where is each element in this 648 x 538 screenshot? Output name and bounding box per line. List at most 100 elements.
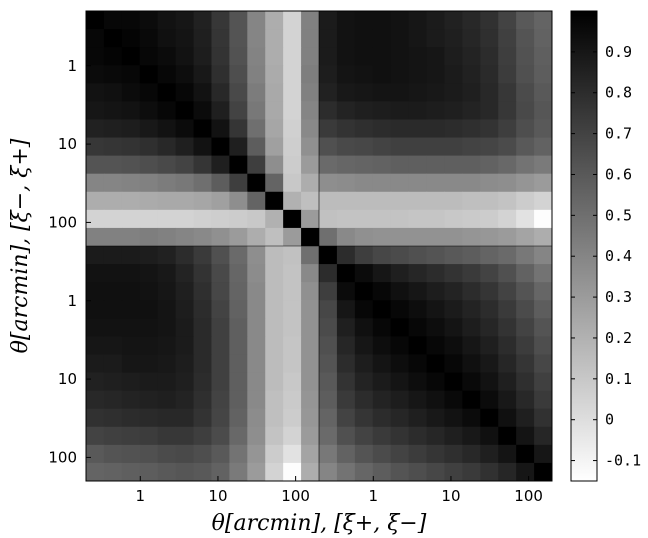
heatmap-cell [193, 444, 212, 464]
heatmap-cell [408, 426, 428, 446]
heatmap-cell [121, 101, 141, 120]
heatmap-cell [516, 11, 535, 30]
heatmap-cell [193, 11, 212, 30]
heatmap-cell [354, 426, 374, 446]
heatmap-cell [283, 83, 302, 102]
heatmap-cell [121, 47, 141, 66]
heatmap-cell [516, 264, 535, 283]
heatmap-cell [175, 47, 195, 66]
heatmap-cell [319, 264, 338, 283]
heatmap-cell [121, 444, 141, 464]
heatmap-cell [301, 264, 320, 283]
heatmap-cell [283, 390, 302, 410]
heatmap-cell [157, 300, 177, 319]
x-tick-labels: 1 10 100 1 10 100 [136, 476, 543, 505]
heatmap-cell [86, 29, 105, 48]
heatmap-cell [462, 191, 481, 211]
heatmap-cell [372, 444, 392, 464]
heatmap-cell [498, 318, 517, 337]
heatmap-cell [175, 282, 195, 301]
heatmap-cell [426, 65, 445, 84]
heatmap-cell [139, 155, 159, 175]
heatmap-cell [283, 137, 302, 157]
heatmap-cell [211, 11, 230, 30]
heatmap-cell [336, 426, 356, 446]
heatmap-cell [121, 264, 141, 283]
heatmap-cell [175, 390, 195, 410]
heatmap-cell [121, 83, 141, 102]
heatmap-cell [86, 300, 105, 319]
heatmap-cell [516, 29, 535, 48]
heatmap-cell [408, 65, 428, 84]
heatmap-cell [534, 173, 553, 193]
heatmap-cell [265, 137, 284, 157]
heatmap-cell [265, 444, 284, 464]
heatmap-cell [354, 318, 374, 337]
heatmap-cell [103, 11, 123, 30]
heatmap-cell [444, 300, 463, 319]
heatmap-cell [534, 462, 553, 482]
heatmap-cell [390, 11, 410, 30]
heatmap-cell [193, 318, 212, 337]
heatmap-cell [372, 300, 392, 319]
heatmap-cell [516, 227, 535, 247]
heatmap-cell [247, 155, 266, 175]
heatmap-cell [462, 390, 481, 410]
heatmap-cell [480, 426, 499, 446]
heatmap-cell [498, 29, 517, 48]
heatmap-cell [265, 426, 284, 446]
heatmap-cell [86, 119, 105, 139]
heatmap-cell [139, 119, 159, 139]
heatmap-cell [390, 372, 410, 392]
heatmap-cell [103, 354, 123, 374]
heatmap-cell [157, 444, 177, 464]
heatmap-cell [390, 390, 410, 410]
heatmap-cell [498, 390, 517, 410]
heatmap-cell [265, 282, 284, 301]
heatmap-cell [319, 336, 338, 355]
heatmap-cell [211, 137, 230, 157]
heatmap-cell [372, 83, 392, 102]
heatmap-cell [480, 137, 499, 157]
heatmap-cell [444, 65, 463, 84]
heatmap-cell [354, 354, 374, 374]
heatmap-cell [211, 246, 230, 265]
heatmap-cell [283, 246, 302, 265]
heatmap-cell [121, 11, 141, 30]
heatmap-cell [390, 227, 410, 247]
heatmap-cell [283, 227, 302, 247]
heatmap-cell [319, 246, 338, 265]
heatmap-cell [211, 65, 230, 84]
heatmap-cell [211, 408, 230, 428]
heatmap-cell [301, 390, 320, 410]
heatmap-cell [175, 83, 195, 102]
heatmap-cell [408, 83, 428, 102]
heatmap-cell [103, 282, 123, 301]
heatmap-cell [139, 354, 159, 374]
heatmap-cell [193, 372, 212, 392]
heatmap-cell [354, 264, 374, 283]
heatmap-cell [444, 11, 463, 30]
heatmap-cell [157, 65, 177, 84]
heatmap-cell [229, 426, 248, 446]
heatmap-cell [301, 155, 320, 175]
heatmap-cell [336, 336, 356, 355]
heatmap-cell [390, 354, 410, 374]
heatmap-cell [211, 264, 230, 283]
heatmap-cell [480, 101, 499, 120]
heatmap-cell [193, 65, 212, 84]
heatmap-cell [516, 444, 535, 464]
heatmap-cell [103, 336, 123, 355]
heatmap-cell [157, 336, 177, 355]
heatmap-cell [426, 227, 445, 247]
heatmap-cell [193, 209, 212, 229]
heatmap-cell [247, 336, 266, 355]
heatmap-cell [211, 83, 230, 102]
heatmap-cell [157, 246, 177, 265]
heatmap-cell [372, 318, 392, 337]
heatmap-cell [534, 83, 553, 102]
heatmap-cell [247, 137, 266, 157]
heatmap-cell [372, 137, 392, 157]
heatmap-cell [121, 462, 141, 482]
heatmap-cell [336, 83, 356, 102]
